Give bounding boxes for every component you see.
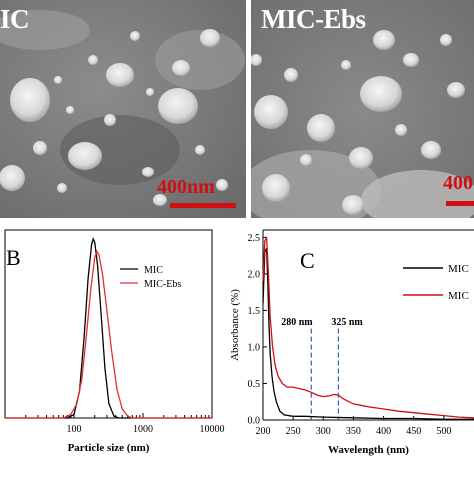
chart-c-xtick-label: 300 (316, 426, 331, 437)
chart-c-xtick-label: 200 (256, 426, 271, 437)
scale-bar-label-mic-ebs: 400 (443, 172, 473, 194)
chart-c-xtick-label: 350 (346, 426, 361, 437)
micrograph-mic: IC 400nm (0, 0, 246, 218)
chart-c-ytick-label: 0.0 (248, 416, 261, 427)
chart-c-svg: 200 250 300 350 400 450 500 0.0 0.5 1.0 1.5 2.0 2.5 2… (229, 229, 474, 456)
micrograph-mic-ebs-image (251, 0, 474, 218)
chart-b-frame (4, 229, 213, 419)
scale-bar-mic-ebs (446, 201, 474, 206)
chart-c-ytick-label: 2.5 (248, 233, 261, 244)
scale-bar-label-mic: 400nm (157, 176, 215, 198)
chart-b-panel-letter: B (6, 245, 21, 270)
chart-c-legend-label: MIC (448, 263, 469, 275)
chart-c-ylabel: Absorbance (%) (229, 289, 241, 361)
chart-c-ytick-label: 1.5 (248, 306, 261, 317)
chart-c-series-line (262, 248, 474, 420)
panel-mic-title: IC (0, 4, 30, 34)
chart-b-xtick-label: 10000 (200, 424, 225, 435)
scale-bar-mic (170, 203, 236, 208)
chart-c-panel-letter: C (300, 248, 315, 273)
chart-c-annotation-label: 325 nm (331, 317, 363, 328)
chart-b-legend-label: MIC-Ebs (144, 279, 181, 290)
chart-b-svg: 100 1000 10000 MIC MIC-Ebs B Particle size (nm… (4, 229, 225, 454)
chart-c-annotation-label: 280 nm (281, 317, 313, 328)
chart-c-ytick-label: 0.5 (248, 379, 261, 390)
chart-c-ytick-label: 1.0 (248, 342, 261, 353)
chart-c: 200 250 300 350 400 450 500 0.0 0.5 1.0 1.5 2.0 2.5 2… (225, 222, 474, 474)
chart-b-xlabel: Particle size (nm) (68, 442, 150, 454)
chart-b-legend-label: MIC (144, 265, 163, 276)
chart-b-xtick-label: 100 (67, 424, 82, 435)
chart-c-xtick-label: 450 (406, 426, 421, 437)
chart-b-series-line (5, 250, 212, 419)
micrograph-mic-image (0, 0, 246, 218)
chart-c-xtick-label: 400 (376, 426, 391, 437)
chart-c-xtick-label: 500 (436, 426, 451, 437)
chart-c-ytick-label: 2.0 (248, 269, 261, 280)
panel-mic-ebs-title: MIC-Ebs (261, 4, 366, 34)
chart-c-xlabel: Wavelength (nm) (328, 444, 409, 456)
chart-b: 100 1000 10000 MIC MIC-Ebs B Particle size (nm… (0, 222, 225, 474)
chart-b-xtick-label: 1000 (133, 424, 153, 435)
chart-c-xtick-label: 250 (286, 426, 301, 437)
chart-c-legend-label: MIC (448, 290, 469, 302)
chart-c-series-line (262, 237, 474, 419)
micrograph-mic-ebs: MIC-Ebs 400 (251, 0, 474, 218)
